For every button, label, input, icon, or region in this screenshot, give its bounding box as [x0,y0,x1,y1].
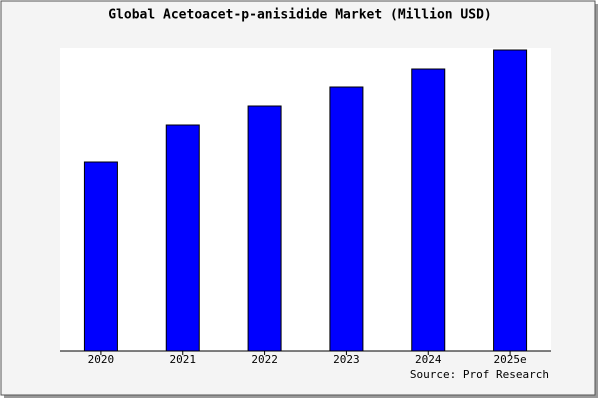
x-tick-label: 2021 [170,353,197,366]
bar [247,105,282,352]
x-tick-label: 2024 [415,353,442,366]
plot-area [60,48,551,351]
x-tick-label: 2025e [494,353,527,366]
x-tick-label: 2022 [251,353,278,366]
x-tick-label: 2023 [333,353,360,366]
bar [83,161,118,352]
bar [493,49,528,352]
bar [411,68,446,352]
bar [329,86,364,352]
chart-title: Global Acetoacet-p-anisidide Market (Mil… [108,8,492,23]
x-tick-label: 2020 [88,353,115,366]
bar [165,124,200,352]
source-note: Source: Prof Research [410,368,549,381]
